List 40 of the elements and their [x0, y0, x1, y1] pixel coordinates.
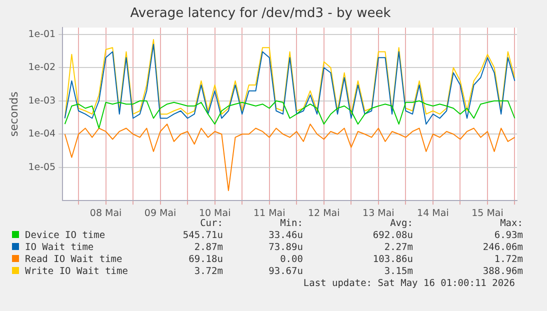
y-tick-label: 1e-02	[28, 62, 56, 74]
text: 33.46u	[268, 230, 303, 242]
text: 103.86u	[372, 254, 413, 266]
text: 73.89u	[268, 242, 303, 254]
y-axis-title: seconds	[7, 91, 20, 137]
x-tick-label: 11 Mai	[253, 208, 286, 219]
text: 2.87m	[193, 242, 223, 254]
text: Cur:	[199, 218, 223, 230]
text: 246.06m	[482, 242, 523, 254]
chart-title: Average latency for /dev/md3 - by week	[130, 6, 392, 22]
x-tick-label: 08 Mai	[90, 208, 122, 219]
text: Max:	[499, 218, 523, 230]
x-tick-label: 09 Mai	[144, 208, 176, 219]
text: Avg:	[389, 218, 413, 230]
x-tick-label: 12 Mai	[308, 208, 340, 219]
y-tick-label: 1e-05	[28, 162, 56, 173]
y-tick-label: 1e-04	[28, 128, 56, 140]
x-tick-label: 14 Mai	[417, 208, 449, 219]
legend-label: Write IO Wait time	[24, 266, 128, 278]
x-tick-label: 15 Mai	[472, 208, 504, 219]
y-tick-label: 1e-03	[28, 95, 56, 106]
text: 2.27m	[383, 242, 413, 254]
text: 388.96m	[482, 266, 523, 278]
text: 1.72m	[493, 254, 523, 266]
text: 6.93m	[493, 230, 523, 242]
text: 3.15m	[383, 266, 413, 278]
text: Last update: Sat May 16 01:00:11 2026	[302, 278, 515, 289]
x-tick-label: 10 Mai	[198, 208, 231, 219]
legend-label: Read IO Wait time	[24, 254, 124, 266]
legend-label: Device IO time	[24, 230, 106, 242]
text: Min:	[279, 218, 303, 230]
text: 692.08u	[372, 230, 413, 242]
text: 0.00	[279, 254, 303, 266]
text: 3.72m	[193, 266, 223, 278]
text: 545.71u	[182, 230, 223, 242]
legend-label: IO Wait time	[24, 242, 95, 254]
y-tick-label: 1e-01	[28, 28, 56, 40]
x-tick-label: 13 Mai	[362, 208, 394, 219]
text: 69.18u	[188, 254, 223, 266]
text: 93.67u	[268, 266, 303, 278]
